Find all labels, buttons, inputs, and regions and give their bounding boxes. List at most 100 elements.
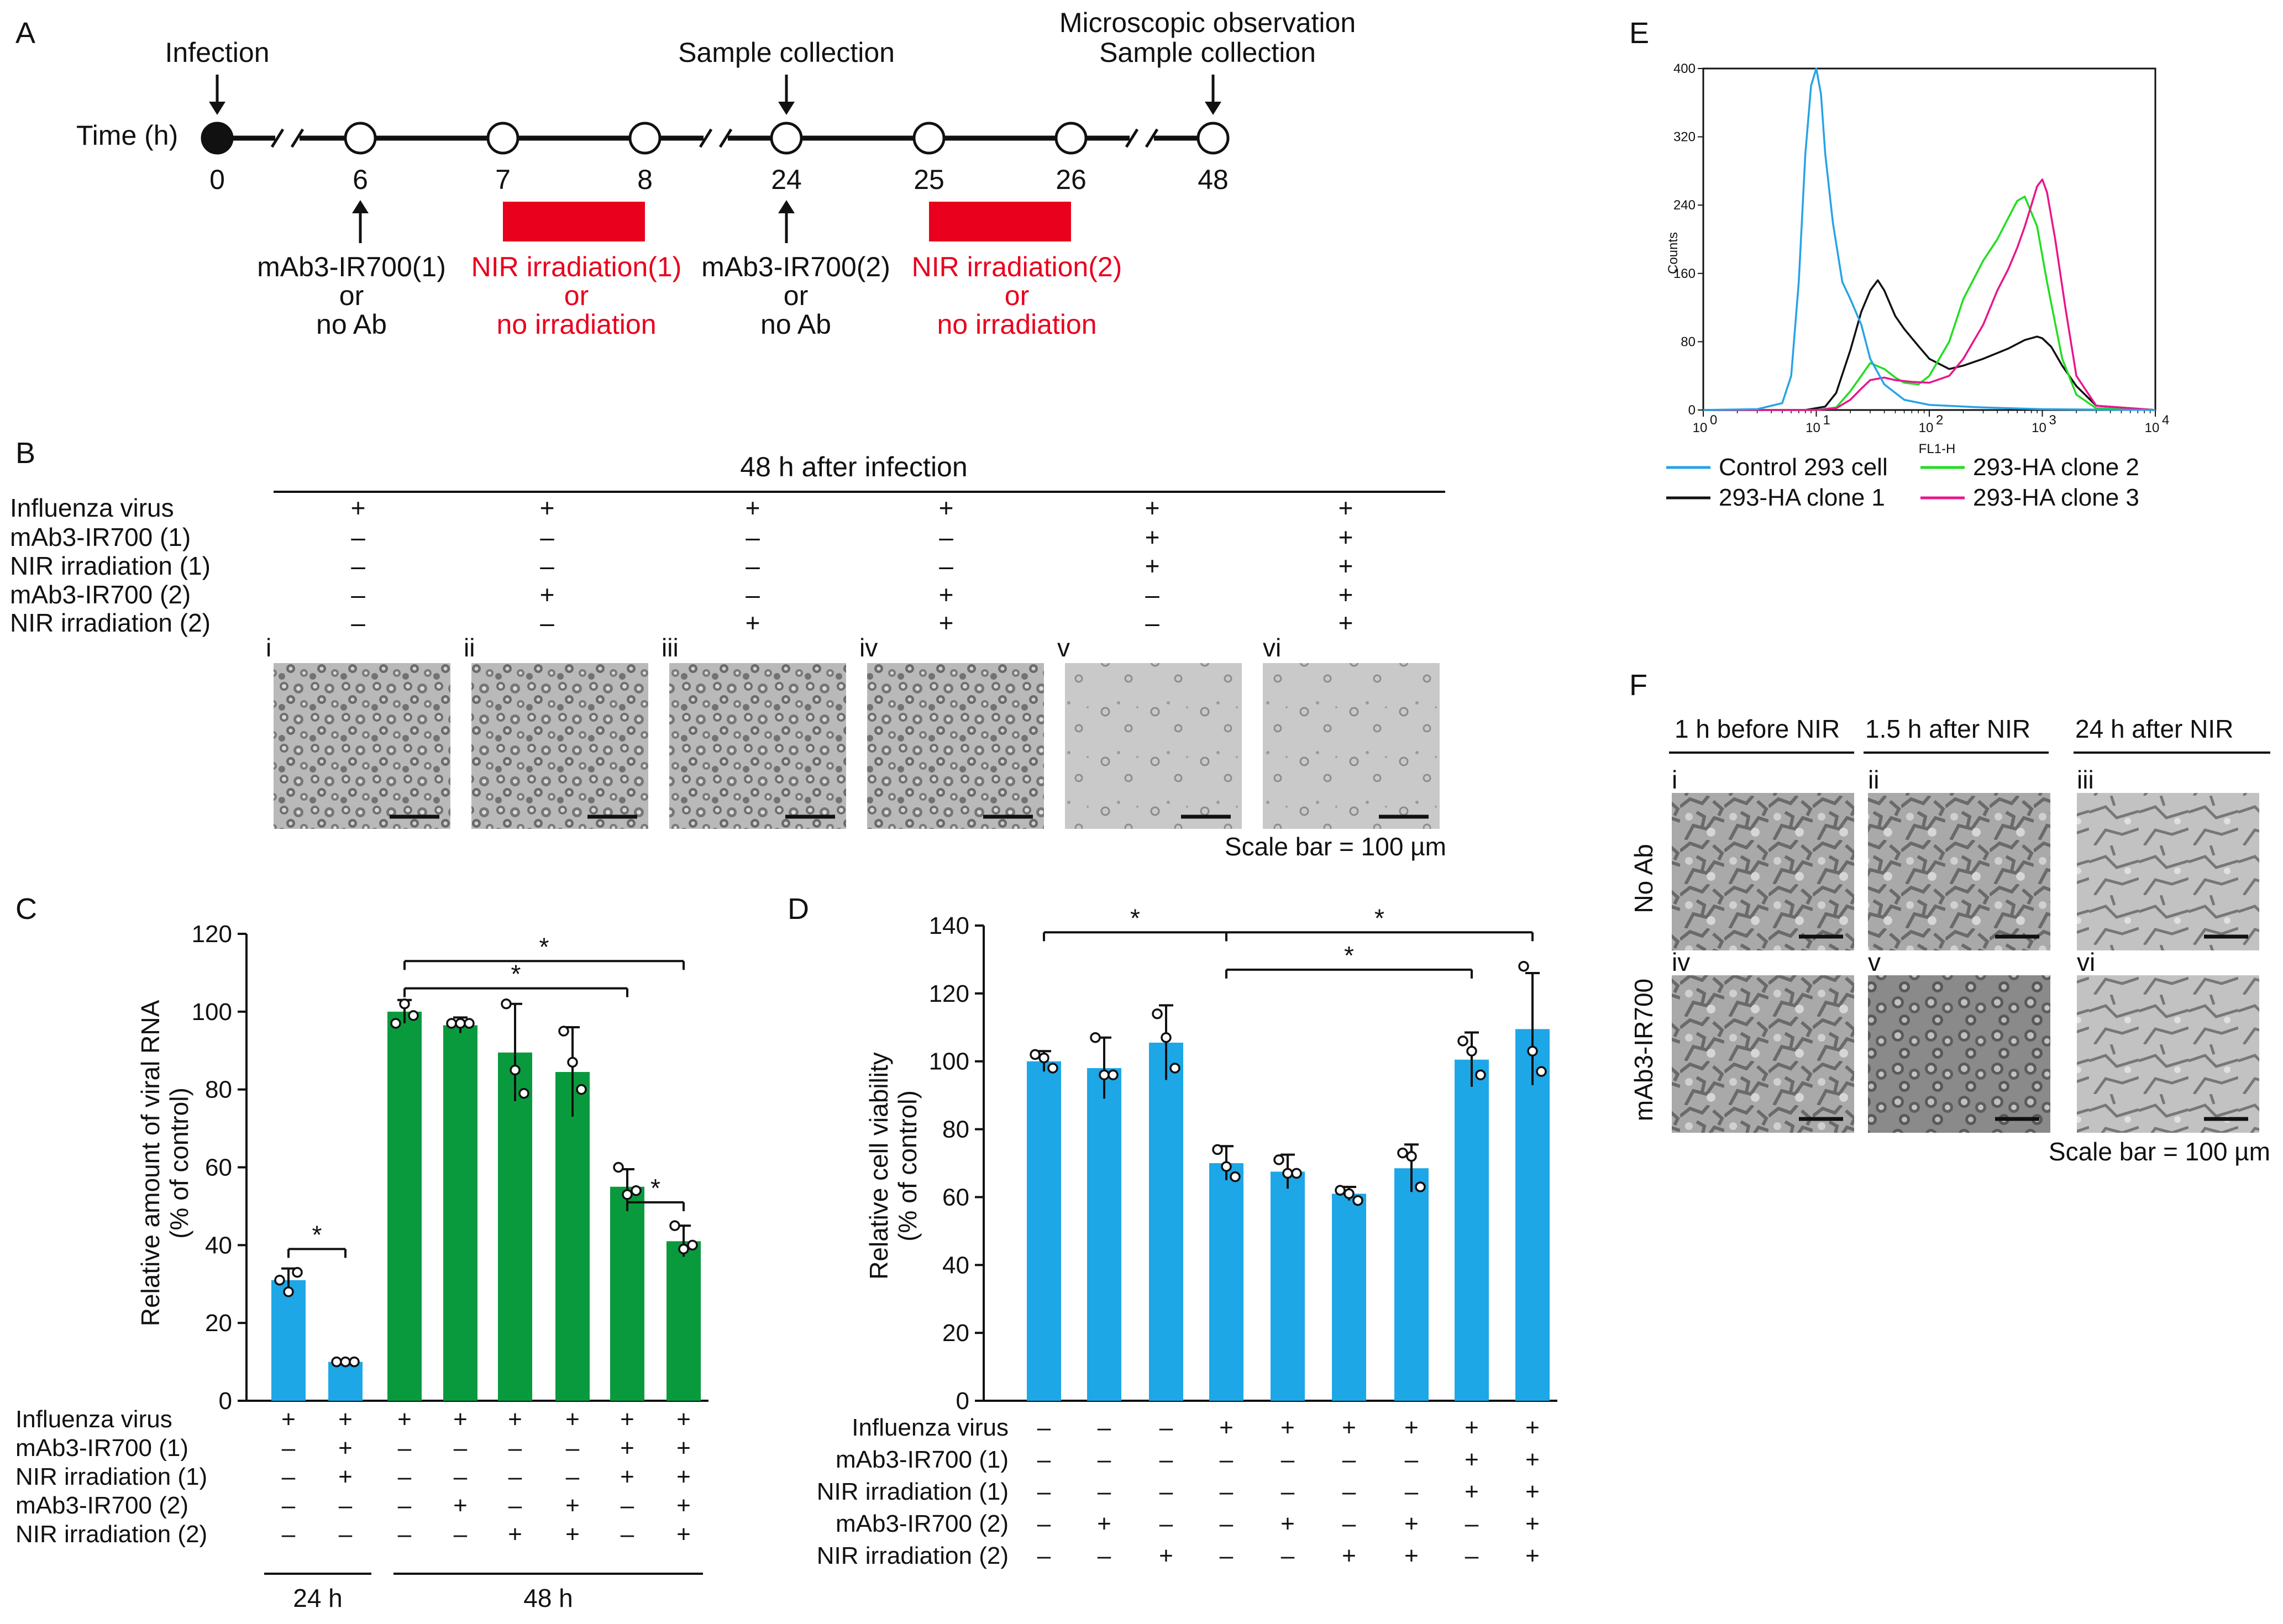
- data-point: [1335, 1185, 1346, 1196]
- sign: +: [508, 1406, 522, 1433]
- sign: –: [1220, 1510, 1234, 1537]
- panel-f-header-2: 1.5 h after NIR: [1865, 714, 2030, 743]
- panel-b-sign: +: [1339, 580, 1353, 609]
- panel-e-ylabel: Counts: [1666, 232, 1681, 274]
- y-tick-label: 80: [205, 1076, 232, 1103]
- micrograph-label: v: [1868, 948, 1881, 976]
- panel-f-header-3: 24 h after NIR: [2075, 714, 2233, 743]
- timeline-node: [770, 122, 803, 155]
- sign: +: [1280, 1414, 1295, 1441]
- panel-b-sign: –: [939, 523, 953, 551]
- sign: +: [1219, 1414, 1234, 1441]
- timeline-tick-label: 24: [771, 164, 802, 195]
- timeline-start-dot: [201, 122, 234, 155]
- y-tick-label: 120: [929, 980, 969, 1007]
- y-tick-label: 400: [1673, 61, 1696, 76]
- panel-b-sign: –: [351, 608, 365, 637]
- x-tick-exponent: 2: [1936, 413, 1943, 428]
- y-tick-label: 120: [192, 921, 232, 948]
- timeline: 0 6 7 8 24 25 26 48: [201, 75, 1230, 243]
- data-point: [408, 1010, 419, 1021]
- axis-break-1-slash-b: [290, 128, 305, 148]
- significance-star: *: [539, 932, 549, 961]
- panel-b-sign: +: [746, 493, 760, 522]
- panel-label-f: F: [1629, 669, 1647, 702]
- sign: +: [1159, 1542, 1173, 1569]
- micrograph-iv: [867, 663, 1044, 829]
- sign: –: [1159, 1510, 1173, 1537]
- sign: –: [1037, 1510, 1051, 1537]
- sign: +: [1465, 1446, 1479, 1473]
- data-point: [1282, 1168, 1293, 1179]
- sign: +: [338, 1463, 353, 1490]
- axis-break-2-gap: [704, 129, 728, 147]
- panel-b-sign: –: [1145, 580, 1159, 609]
- sign: +: [1525, 1414, 1540, 1441]
- bar: [328, 1362, 363, 1401]
- sign: +: [676, 1434, 691, 1462]
- axis-break-3-slash-a: [1125, 128, 1139, 148]
- timeline-node: [1196, 122, 1230, 155]
- data-point: [1527, 1045, 1538, 1057]
- sign-row-label: mAb3-IR700 (1): [15, 1434, 188, 1462]
- panel-b-sign: +: [1339, 493, 1353, 522]
- sign-row-label: NIR irradiation (1): [15, 1463, 207, 1490]
- timeline-node: [486, 122, 519, 155]
- sign: –: [1159, 1478, 1173, 1505]
- panel-label-a: A: [15, 17, 35, 50]
- panel-e-xlabel: FL1-H: [1919, 442, 1956, 456]
- infection-label: Infection: [165, 37, 269, 68]
- histogram-series-4: [1703, 178, 2156, 411]
- data-point: [331, 1356, 342, 1368]
- nir2-line3: no irradiation: [937, 309, 1096, 340]
- sign: +: [508, 1521, 522, 1548]
- sign: –: [1465, 1542, 1479, 1569]
- sign: +: [565, 1492, 580, 1519]
- panel-d-ylabel-2: (% of control): [893, 1090, 922, 1242]
- data-point: [678, 1243, 689, 1255]
- bar: [498, 1052, 532, 1401]
- micrograph-iii: [669, 663, 846, 829]
- data-point: [1161, 1032, 1172, 1043]
- group-label-48h: 48 h: [523, 1584, 573, 1612]
- nir1-line1: NIR irradiation(1): [471, 251, 682, 282]
- ab2-line3: no Ab: [760, 309, 831, 340]
- micrograph-label: ii: [464, 633, 475, 662]
- data-point: [399, 998, 410, 1010]
- panel-b-sign: –: [540, 523, 554, 551]
- sign-row-label: NIR irradiation (2): [15, 1521, 207, 1548]
- bar: [1271, 1171, 1305, 1401]
- sign-row-label: mAb3-IR700 (2): [15, 1492, 188, 1519]
- sign: –: [1342, 1478, 1356, 1505]
- micrograph-label: iii: [2077, 765, 2094, 794]
- panel-b-sign: –: [746, 551, 760, 580]
- sign: +: [1525, 1478, 1540, 1505]
- timeline-node: [344, 122, 377, 155]
- sign: –: [398, 1492, 412, 1519]
- timeline-node: [912, 122, 946, 155]
- sign: –: [454, 1434, 468, 1462]
- panel-b-row-label: Influenza virus: [10, 493, 174, 522]
- sign: –: [282, 1463, 296, 1490]
- data-point: [1466, 1045, 1477, 1057]
- data-point: [1038, 1052, 1049, 1064]
- sign: –: [1037, 1478, 1051, 1505]
- data-point: [274, 1274, 285, 1286]
- panel-d-ylabel: Relative cell viability: [864, 1052, 893, 1280]
- nir2-line1: NIR irradiation(2): [912, 251, 1122, 282]
- sign: –: [1159, 1414, 1173, 1441]
- bar: [610, 1186, 644, 1401]
- panel-b-sign: –: [351, 580, 365, 609]
- significance-star: *: [511, 960, 521, 989]
- sign: –: [508, 1492, 522, 1519]
- sign: +: [338, 1434, 353, 1462]
- bar: [1515, 1029, 1550, 1401]
- x-tick-label: 10: [1919, 421, 1934, 435]
- micrograph-label: ii: [1868, 765, 1879, 794]
- x-tick-exponent: 1: [1823, 413, 1830, 428]
- sign: –: [1098, 1478, 1111, 1505]
- y-tick-label: 40: [205, 1232, 232, 1259]
- panel-b-sign: +: [939, 608, 954, 637]
